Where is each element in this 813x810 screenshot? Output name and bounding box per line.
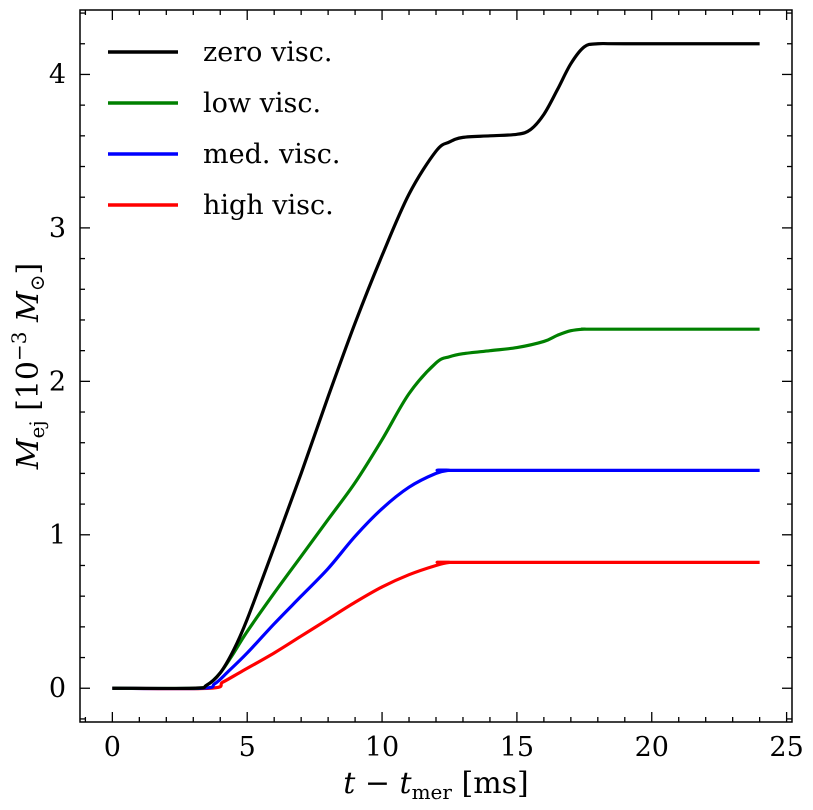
- y-axis-label-mid: M: [11, 290, 46, 332]
- series-line-low-visc: [112, 327, 760, 691]
- y-axis-label-post: ]: [11, 263, 46, 275]
- x-tick-label: 25: [769, 732, 803, 763]
- y-tick-label: 3: [49, 213, 66, 244]
- legend-label-low-visc: low visc.: [203, 88, 321, 119]
- x-tick-label: 10: [365, 732, 399, 763]
- y-tick-label: 1: [49, 520, 66, 551]
- x-tick-label: 15: [500, 732, 534, 763]
- x-tick-label: 20: [635, 732, 669, 763]
- x-axis-label-unit: [ms]: [452, 766, 529, 801]
- legend: zero visc. low visc. med. visc. high visc.: [108, 37, 340, 221]
- y-tick-label: 0: [49, 673, 66, 704]
- y-axis-label-sub: ej: [25, 420, 49, 438]
- x-axis-label-sub: mer: [412, 780, 453, 804]
- plot-frame: [79, 9, 793, 723]
- series-line-med-visc: [112, 468, 760, 691]
- axis-ticks: [80, 10, 792, 722]
- x-axis-label-main: t − t: [343, 766, 412, 801]
- y-axis-label-sun: ⊙: [25, 275, 49, 292]
- x-tick-label: 0: [104, 732, 121, 763]
- series-line-zero-visc: [112, 41, 760, 691]
- series-layer: [112, 41, 760, 691]
- legend-label-med-visc: med. visc.: [203, 139, 340, 170]
- legend-label-zero-visc: zero visc.: [203, 37, 332, 68]
- y-axis-label-main: M: [11, 437, 46, 470]
- legend-label-high-visc: high visc.: [203, 190, 334, 221]
- x-axis-label: t − tmer [ms]: [343, 766, 529, 804]
- y-tick-label: 2: [49, 366, 66, 397]
- series-line-high-visc: [112, 560, 760, 691]
- y-axis-label: Mej [10−3 M⊙]: [7, 263, 49, 470]
- y-axis-label-pre: [10: [11, 361, 46, 420]
- tick-labels: 0 5 10 15 20 25 0 1 2 3 4: [49, 59, 804, 763]
- y-tick-label: 4: [49, 59, 66, 90]
- y-axis-label-exp: −3: [7, 332, 31, 361]
- x-tick-label: 5: [239, 732, 256, 763]
